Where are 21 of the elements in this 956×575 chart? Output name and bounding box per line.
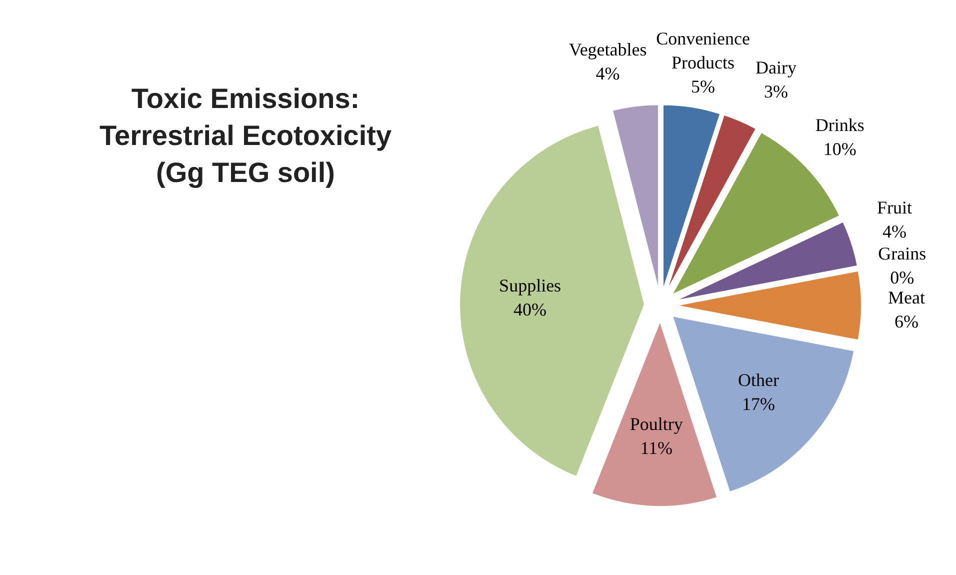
- data-label: 10%: [823, 139, 856, 160]
- slice-label: Drinks: [815, 115, 864, 136]
- slice-label: Other: [738, 370, 780, 390]
- text: 0%: [890, 267, 914, 288]
- slice-label: Convenience Products: [656, 28, 750, 73]
- data-label: 4%: [882, 221, 906, 242]
- data-label: 17%: [742, 394, 776, 414]
- data-label: 40%: [514, 299, 547, 320]
- slice-label: Poultry: [630, 414, 683, 434]
- data-label: 6%: [894, 311, 919, 332]
- data-label: 11%: [640, 438, 673, 458]
- text: Toxic Emissions: Terrestrial Ecotoxicity (Gg TEG soil): [99, 82, 392, 188]
- slice-label: Meat: [888, 287, 925, 308]
- slice-label: Supplies: [499, 275, 562, 296]
- data-label: 4%: [596, 63, 620, 84]
- data-label: 3%: [764, 82, 788, 102]
- category-label: Grains: [878, 243, 926, 264]
- slice-label: Fruit: [876, 197, 912, 218]
- slice-label: Dairy: [756, 58, 796, 78]
- slice-label: Vegetables: [568, 39, 647, 60]
- data-label: 5%: [691, 76, 716, 97]
